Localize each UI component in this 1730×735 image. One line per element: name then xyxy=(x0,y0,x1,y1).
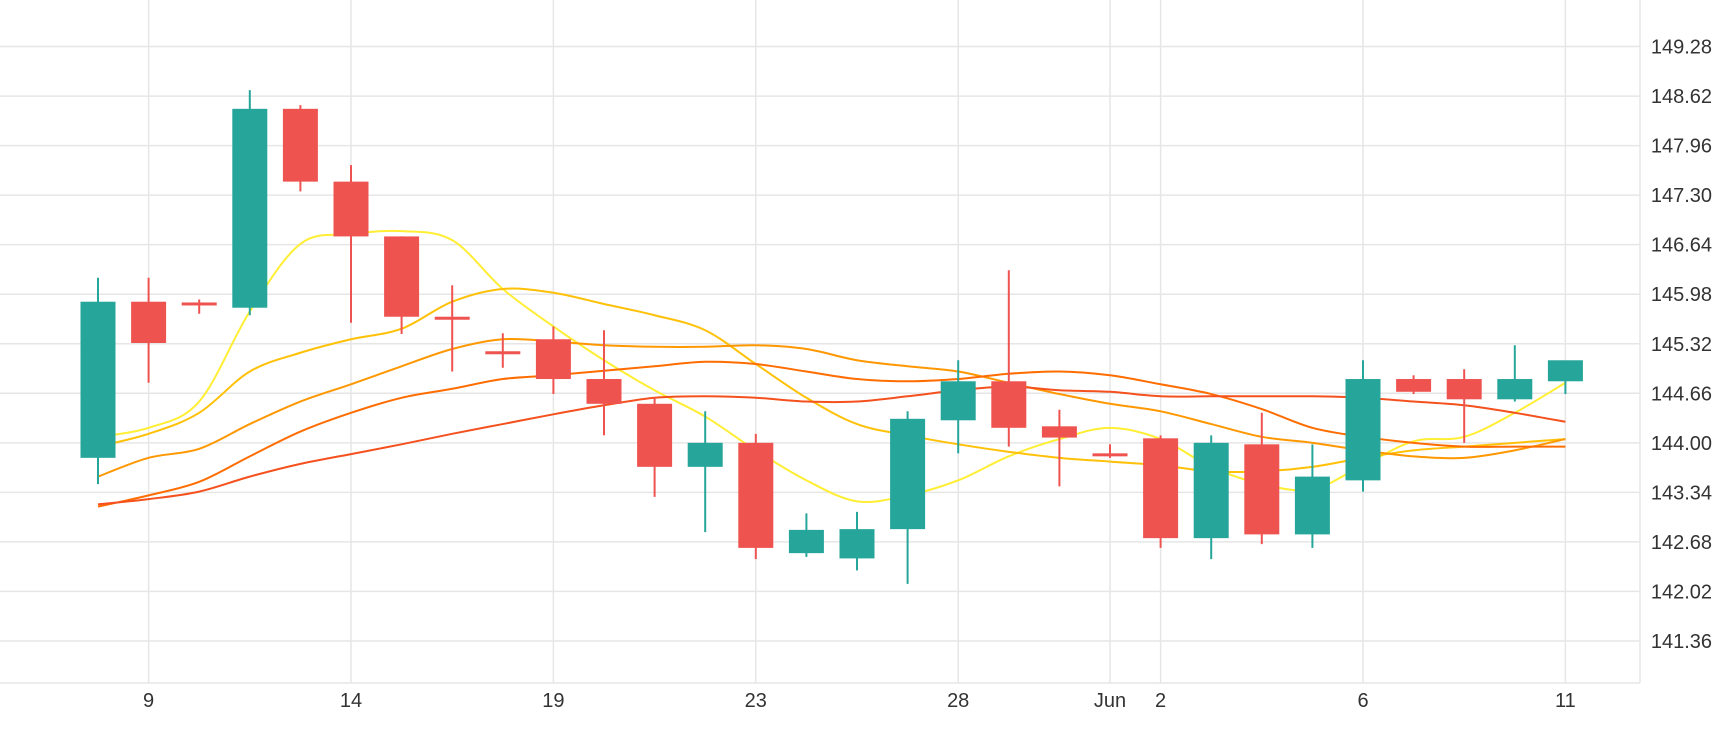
candle-body xyxy=(890,418,926,530)
candle-body xyxy=(485,351,521,355)
candle xyxy=(586,330,622,436)
candle-body xyxy=(637,403,673,467)
candle xyxy=(1092,444,1128,458)
candle-body xyxy=(1446,379,1482,400)
candle xyxy=(1294,444,1330,548)
candle-body xyxy=(1143,438,1179,539)
candle-body xyxy=(535,339,571,380)
y-tick-label: 141.36 xyxy=(1651,631,1712,653)
candle xyxy=(991,270,1027,447)
y-tick-label: 147.30 xyxy=(1651,185,1712,207)
candle xyxy=(1396,375,1432,395)
candle xyxy=(80,277,116,485)
candle-body xyxy=(1092,453,1128,457)
x-tick-label: 11 xyxy=(1555,690,1576,712)
y-tick-label: 145.32 xyxy=(1651,334,1712,356)
candle xyxy=(738,433,774,560)
candle xyxy=(181,299,217,314)
grid-lines xyxy=(0,0,1641,684)
y-tick-label: 147.96 xyxy=(1651,136,1712,158)
candle xyxy=(333,165,369,323)
x-tick-label: 2 xyxy=(1155,690,1166,712)
candle-body xyxy=(687,442,723,467)
candle-body xyxy=(232,108,268,308)
moving-average-line-2 xyxy=(97,287,1566,474)
candle xyxy=(535,326,571,395)
candle-body xyxy=(1497,379,1533,400)
moving-average-line-3 xyxy=(97,337,1566,478)
candle xyxy=(1547,360,1583,395)
price-axis: 149.28 148.62 147.96 147.30 146.64 145.98 145.… xyxy=(1651,37,1712,653)
candle-body xyxy=(788,529,824,554)
candle-body xyxy=(181,302,217,306)
candle xyxy=(1193,435,1229,560)
candle xyxy=(1497,345,1533,402)
candle-body xyxy=(131,301,167,344)
y-tick-label: 144.66 xyxy=(1651,383,1712,405)
x-tick-label: 6 xyxy=(1357,690,1368,712)
candle xyxy=(890,411,926,584)
candle xyxy=(1143,435,1179,548)
candle-body xyxy=(738,442,774,548)
y-tick-label: 144.00 xyxy=(1651,433,1712,455)
candle-body xyxy=(839,529,875,559)
candle-body xyxy=(940,381,976,421)
candle-body xyxy=(586,379,622,404)
candle xyxy=(687,411,723,533)
candle-body xyxy=(1345,379,1381,481)
y-tick-label: 148.62 xyxy=(1651,86,1712,108)
candle xyxy=(282,105,318,192)
time-axis: 9 14 19 23 28 Jun 2 6 11 xyxy=(143,690,1576,712)
candle-body xyxy=(434,316,470,320)
candle-body xyxy=(333,181,369,237)
candle-body xyxy=(1547,360,1583,382)
candle-body xyxy=(991,381,1027,428)
candle xyxy=(1244,412,1280,545)
candle xyxy=(232,90,268,316)
y-tick-label: 143.34 xyxy=(1651,482,1712,504)
moving-average-line-5 xyxy=(97,385,1566,506)
candles xyxy=(80,90,1583,584)
x-tick-label: 28 xyxy=(947,690,969,712)
x-tick-label: 23 xyxy=(745,690,767,712)
candle xyxy=(384,236,420,334)
candle-body xyxy=(1193,442,1229,539)
candle xyxy=(940,360,976,454)
x-tick-label: 14 xyxy=(340,690,362,712)
candle-body xyxy=(1244,444,1280,535)
candle-body xyxy=(1294,476,1330,535)
candle xyxy=(788,513,824,557)
candle-body xyxy=(384,236,420,317)
y-tick-label: 142.68 xyxy=(1651,532,1712,554)
candle-body xyxy=(1041,426,1077,438)
x-tick-label: 9 xyxy=(143,690,154,712)
y-tick-label: 142.02 xyxy=(1651,581,1712,603)
candle-body xyxy=(1396,379,1432,392)
moving-average-line-4 xyxy=(97,360,1566,508)
y-tick-label: 149.28 xyxy=(1651,37,1712,59)
candle xyxy=(1041,409,1077,487)
candle xyxy=(131,277,167,383)
y-tick-label: 145.98 xyxy=(1651,284,1712,306)
candle xyxy=(1446,369,1482,443)
moving-average-lines xyxy=(97,229,1566,508)
candle xyxy=(637,397,673,497)
candle xyxy=(839,511,875,571)
candle-body xyxy=(282,108,318,182)
candle xyxy=(485,333,521,368)
candle-body xyxy=(80,301,116,458)
candle xyxy=(1345,360,1381,492)
x-tick-label: Jun xyxy=(1094,690,1126,712)
x-tick-label: 19 xyxy=(542,690,564,712)
y-tick-label: 146.64 xyxy=(1651,235,1712,257)
candle xyxy=(434,285,470,372)
